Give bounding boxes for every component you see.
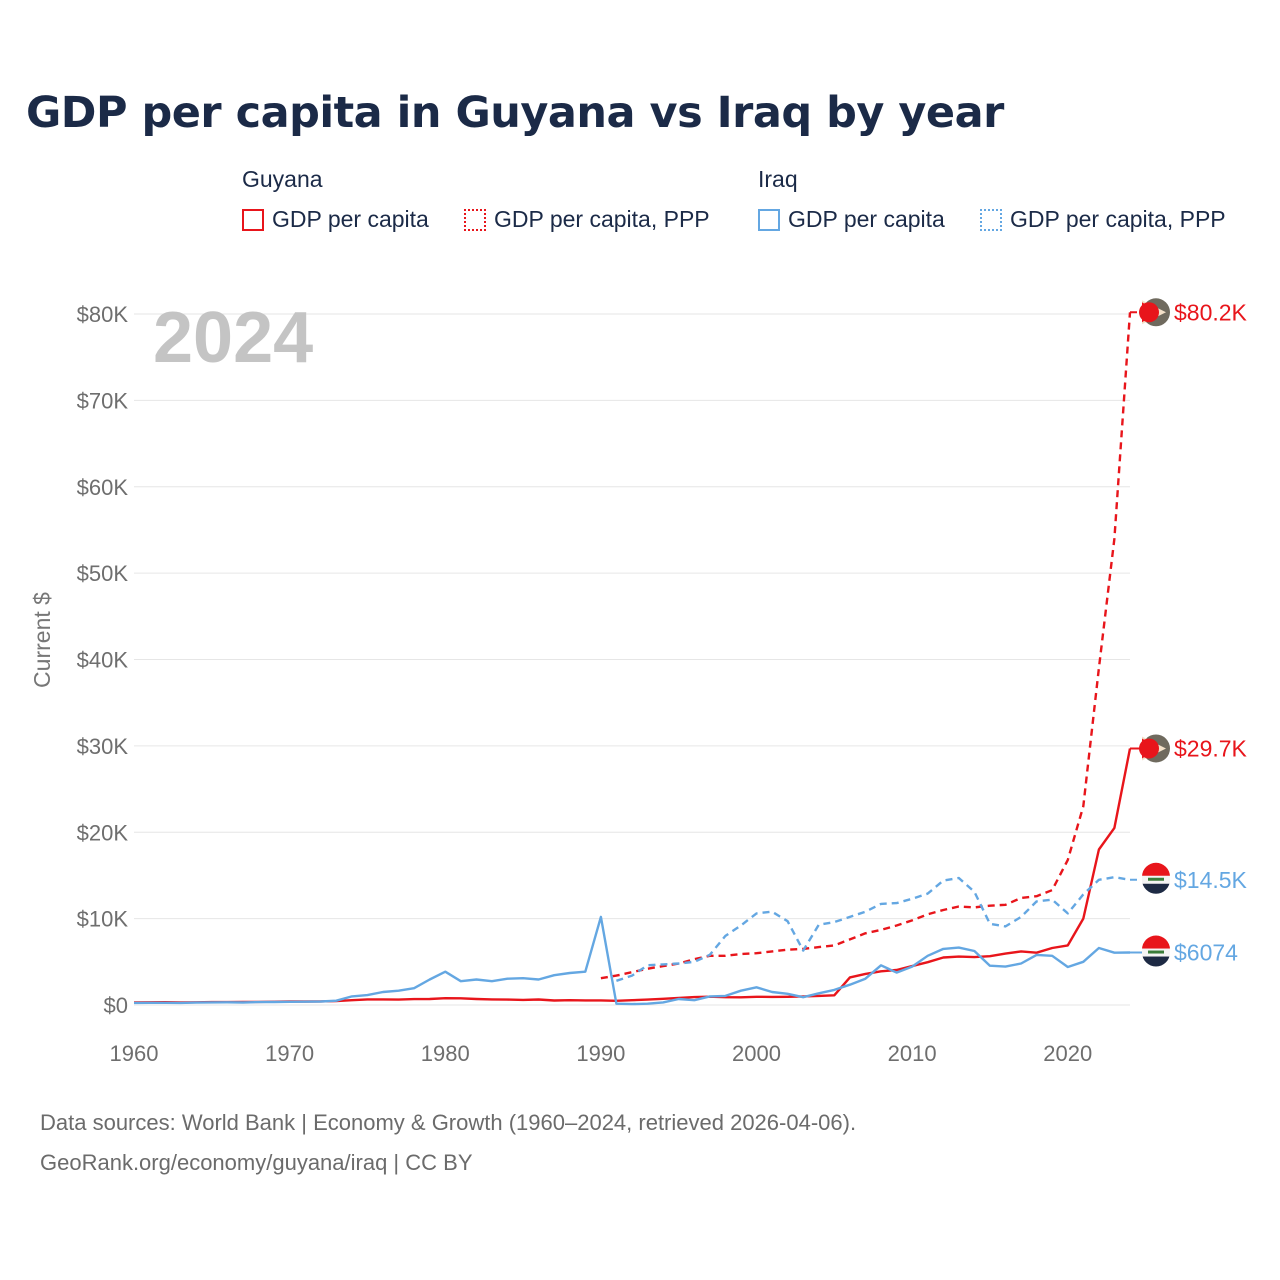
series-line-1	[600, 312, 1132, 980]
x-tick-label: 1960	[110, 1041, 159, 1066]
end-value-label: $14.5K	[1174, 867, 1248, 893]
series-lines	[133, 312, 1132, 1006]
legend-swatch-dotted-blue	[980, 208, 1002, 231]
y-tick-label: $80K	[77, 302, 129, 327]
y-tick-label: $60K	[77, 475, 129, 500]
flag-script	[1148, 877, 1164, 881]
x-axis-ticks: 1960 1970 1980 1990 2000 2010 2020	[110, 1041, 1093, 1066]
legend-item-guyana-gdp-ppp[interactable]: GDP per capita, PPP	[464, 206, 710, 233]
series-line-2	[133, 915, 1131, 1006]
legend-item-iraq-gdp-ppp[interactable]: GDP per capita, PPP	[980, 206, 1226, 233]
x-tick-label: 1990	[576, 1041, 625, 1066]
y-tick-label: $0	[104, 993, 128, 1018]
flag-dot	[1139, 302, 1159, 323]
flag-red-band	[1142, 862, 1170, 877]
legend-item-guyana-gdp[interactable]: GDP per capita	[242, 206, 429, 233]
legend-swatch-solid-red	[242, 208, 264, 231]
line-chart: 2024 Current $ $0 $10K $20K $30K $40K $50K $60…	[29, 298, 1248, 1066]
legend-label: GDP per capita, PPP	[494, 206, 710, 232]
end-value-label: $29.7K	[1174, 735, 1248, 761]
y-tick-label: $10K	[77, 907, 129, 932]
y-tick-label: $30K	[77, 734, 129, 759]
x-tick-label: 2010	[888, 1041, 937, 1066]
grid-lines	[134, 313, 1130, 1006]
x-tick-label: 1970	[265, 1041, 314, 1066]
legend-item-iraq-gdp[interactable]: GDP per capita	[758, 206, 945, 233]
chart-title: GDP per capita in Guyana vs Iraq by year	[26, 88, 1004, 138]
legend-group-guyana: Guyana	[242, 166, 323, 192]
series-line-0	[133, 748, 1132, 1004]
y-tick-label: $70K	[77, 388, 129, 413]
legend-label: GDP per capita, PPP	[1010, 206, 1226, 232]
year-watermark: 2024	[153, 298, 313, 378]
y-tick-label: $50K	[77, 561, 129, 586]
footer-credit[interactable]: GeoRank.org/economy/guyana/iraq | CC BY	[40, 1150, 473, 1175]
legend-swatch-solid-blue	[758, 208, 780, 231]
y-tick-label: $20K	[77, 820, 129, 845]
flag-dot	[1139, 738, 1159, 759]
x-tick-label: 2000	[732, 1041, 781, 1066]
y-tick-label: $40K	[77, 648, 129, 673]
x-tick-label: 2020	[1043, 1041, 1092, 1066]
legend-label: GDP per capita	[272, 206, 429, 232]
series-line-3	[616, 876, 1131, 982]
footer-sources: Data sources: World Bank | Economy & Gro…	[40, 1110, 857, 1135]
end-value-label: $80.2K	[1174, 299, 1248, 325]
end-value-label: $6074	[1174, 940, 1238, 966]
x-tick-label: 1980	[421, 1041, 470, 1066]
legend-label: GDP per capita	[788, 206, 945, 232]
legend-group-iraq: Iraq	[758, 166, 798, 192]
legend-swatch-dotted-red	[464, 208, 486, 231]
flag-red-band	[1142, 935, 1170, 950]
y-axis-ticks: $0 $10K $20K $30K $40K $50K $60K $70K $80K	[77, 302, 129, 1018]
end-markers: $29.7K $80.2K $6074 $14.5K	[1130, 298, 1248, 967]
flag-script	[1148, 950, 1164, 954]
y-axis-label: Current $	[29, 592, 55, 688]
